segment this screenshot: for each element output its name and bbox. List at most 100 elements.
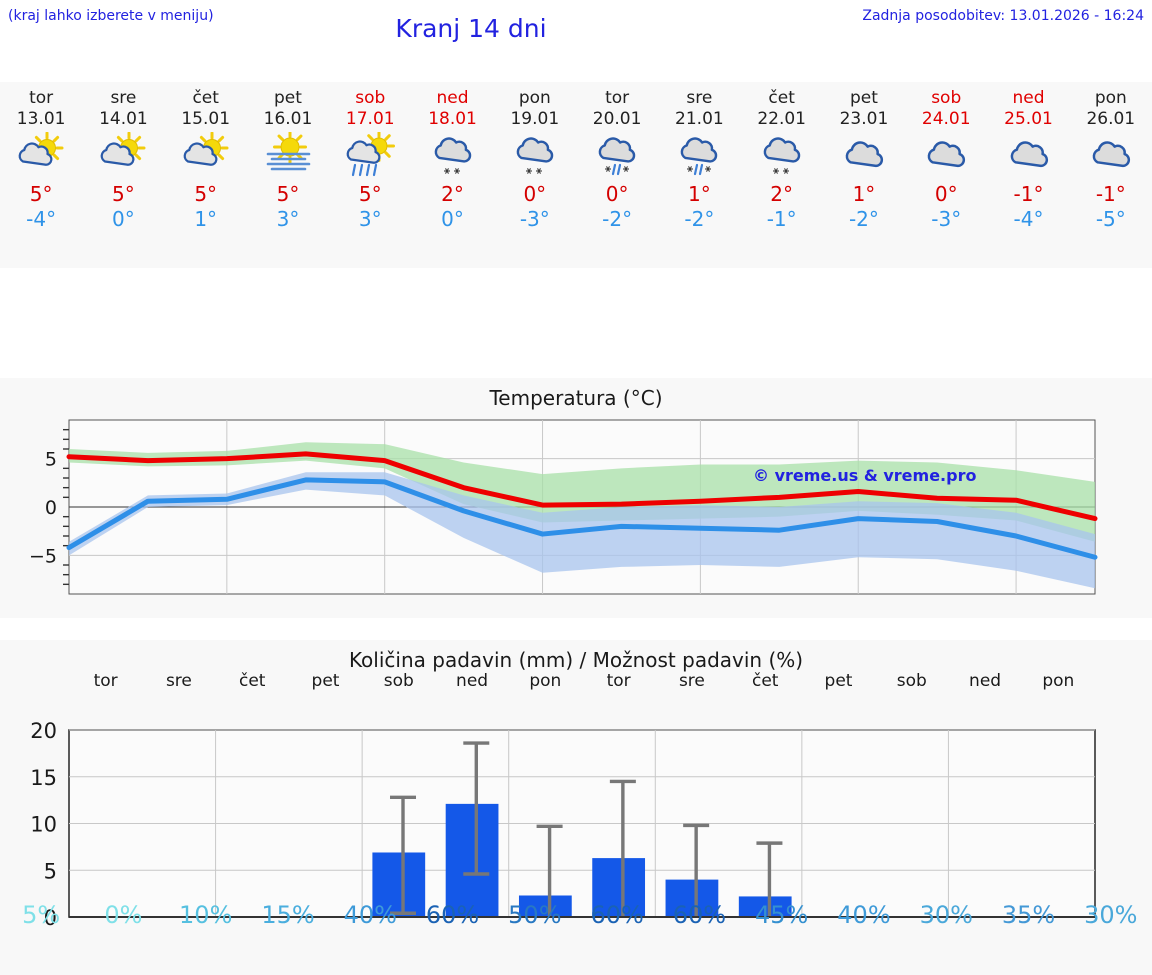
day-of-week-label: pet — [849, 88, 878, 108]
precipitation-bar — [592, 858, 646, 917]
day-date-label: 26.01 — [1086, 109, 1136, 129]
precipitation-bar — [665, 879, 719, 917]
max-temperature-value: 5° — [276, 182, 300, 206]
day-column[interactable]: sob 24.01 0° -3° — [905, 82, 987, 268]
day-column[interactable]: čet 15.01 5° 1° — [165, 82, 247, 268]
precipitation-bar — [738, 896, 792, 917]
svg-text:20: 20 — [30, 719, 57, 743]
min-temperature-value: 3° — [358, 207, 382, 231]
day-column[interactable]: pet 23.01 1° -2° — [823, 82, 905, 268]
svg-text:5: 5 — [44, 859, 57, 883]
temperature-plot: −5 0 5 — [29, 419, 1098, 595]
day-column[interactable]: ned 25.01 -1° -4° — [987, 82, 1069, 268]
min-temperature-value: 0° — [441, 207, 464, 231]
precipitation-bar — [445, 803, 499, 917]
precip-day-label: tor — [94, 671, 118, 691]
precipitation-probability-label: 10% — [179, 901, 233, 929]
max-temperature-value: 5° — [112, 182, 135, 206]
precip-day-label: sre — [679, 671, 705, 691]
max-temperature-line — [66, 451, 1098, 522]
day-date-label: 17.01 — [345, 109, 395, 129]
precipitation-probability-label: 5% — [22, 901, 61, 929]
max-temperature-value: -1° — [1013, 182, 1044, 206]
min-temperature-value: 1° — [194, 207, 218, 231]
day-column[interactable]: tor 13.01 5° -4° — [0, 82, 82, 268]
day-date-label: 15.01 — [181, 109, 231, 129]
max-temperature-value: 0° — [523, 182, 547, 206]
temperature-chart-title: Temperatura (°C) — [489, 386, 663, 410]
day-date-label: 13.01 — [16, 109, 66, 129]
sun-cloud-icon — [177, 132, 235, 180]
precipitation-probability-label: 40% — [343, 901, 397, 929]
cloud-sleet-icon — [670, 132, 728, 180]
precip-day-label: sob — [384, 671, 414, 691]
cloudy-icon — [1000, 132, 1058, 180]
cloud-snow-icon — [424, 132, 482, 180]
min-temperature-line — [66, 477, 1098, 560]
precip-day-label: pet — [825, 671, 853, 691]
max-temperature-value: 0° — [934, 182, 958, 206]
sun-cloud-icon — [12, 132, 70, 180]
day-date-label: 21.01 — [675, 109, 724, 129]
precipitation-probability-label: 45% — [755, 901, 809, 929]
day-date-label: 23.01 — [839, 109, 889, 129]
precip-day-label: ned — [969, 671, 1001, 691]
day-of-week-label: tor — [29, 88, 54, 108]
day-column[interactable]: pon 19.01 0° -3° — [494, 82, 576, 268]
day-column[interactable]: sre 21.01 1° -2° — [658, 82, 740, 268]
cloudy-icon — [1082, 132, 1140, 180]
precipitation-probability-label: 35% — [1001, 901, 1056, 929]
precip-day-label: sob — [897, 671, 927, 691]
max-temperature-value: 0° — [605, 182, 629, 206]
precipitation-chart: Količina padavin (mm) / Možnost padavin … — [0, 640, 1152, 975]
precipitation-probability-label: 40% — [837, 901, 891, 929]
svg-text:15: 15 — [30, 766, 57, 790]
precipitation-probability-label: 30% — [1084, 901, 1138, 929]
day-column[interactable]: ned 18.01 2° 0° — [411, 82, 493, 268]
location-menu-note: (kraj lahko izberete v meniju) — [8, 8, 214, 24]
min-temperature-value: -1° — [766, 207, 797, 231]
cloud-sleet-icon — [588, 132, 646, 180]
cloudy-icon — [917, 132, 975, 180]
min-temperature-value: -3° — [931, 207, 962, 231]
day-of-week-label: ned — [436, 88, 469, 108]
max-temperature-value: -1° — [1095, 182, 1126, 206]
max-temperature-value: 2° — [441, 182, 464, 206]
cloudy-icon — [835, 132, 893, 180]
svg-text:0: 0 — [45, 497, 57, 519]
day-date-label: 16.01 — [263, 109, 313, 129]
day-date-label: 18.01 — [428, 109, 477, 129]
day-of-week-label: čet — [192, 88, 219, 108]
day-date-label: 22.01 — [757, 109, 806, 129]
day-column[interactable]: pon 26.01 -1° -5° — [1070, 82, 1152, 268]
day-of-week-label: sre — [686, 88, 713, 108]
cloud-snow-icon — [753, 132, 811, 180]
last-updated-label: Zadnja posodobitev: 13.01.2026 - 16:24 — [862, 8, 1144, 24]
svg-text:0: 0 — [44, 906, 57, 930]
min-temperature-value: -2° — [684, 207, 715, 231]
day-column[interactable]: tor 20.01 0° -2° — [576, 82, 658, 268]
precipitation-probability-label: 30% — [919, 901, 973, 929]
day-column[interactable]: čet 22.01 2° -1° — [741, 82, 823, 268]
day-of-week-label: pet — [274, 88, 302, 108]
day-column[interactable]: sob 17.01 5° 3° — [329, 82, 411, 268]
day-date-label: 24.01 — [921, 109, 971, 129]
precip-day-label: pon — [1042, 671, 1074, 691]
precipitation-probability-label: 15% — [261, 901, 315, 929]
max-temperature-value: 1° — [852, 182, 876, 206]
min-temperature-value: -4° — [1013, 207, 1044, 231]
max-temperature-value: 5° — [194, 182, 218, 206]
min-temperature-value: 3° — [276, 207, 300, 231]
day-column[interactable]: pet 16.01 5° 3° — [247, 82, 329, 268]
precip-day-label: sre — [166, 671, 192, 691]
precipitation-probability-label: 0% — [104, 901, 143, 929]
min-temperature-value: 0° — [112, 207, 135, 231]
copyright-watermark: © vreme.us & vreme.pro — [753, 466, 977, 485]
precip-day-label: ned — [456, 671, 488, 691]
precip-day-label: tor — [607, 671, 631, 691]
day-date-label: 19.01 — [510, 109, 560, 129]
day-column[interactable]: sre 14.01 5° 0° — [82, 82, 164, 268]
max-temperature-value: 5° — [358, 182, 382, 206]
precipitation-probability-label: 60% — [425, 901, 480, 929]
day-of-week-label: tor — [605, 88, 630, 108]
